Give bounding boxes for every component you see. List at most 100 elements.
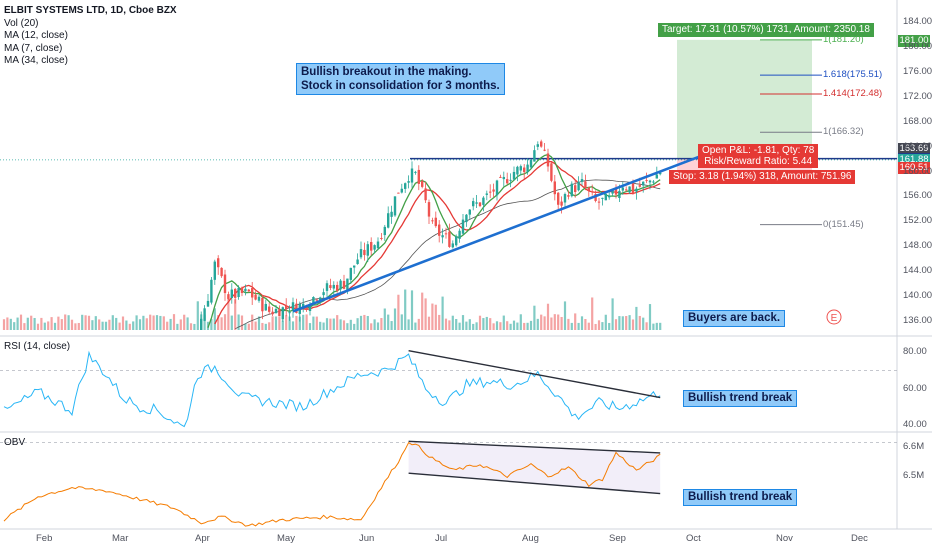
volume-bar xyxy=(536,318,539,330)
volume-bar xyxy=(305,314,308,330)
risk-reward-label: Risk/Reward Ratio: 5.44 xyxy=(704,156,813,167)
volume-bar xyxy=(251,314,254,330)
candle-body xyxy=(424,188,427,201)
volume-bar xyxy=(465,321,468,330)
candle-body xyxy=(427,202,431,217)
volume-bar xyxy=(47,321,50,330)
volume-bar xyxy=(591,297,594,330)
volume-bar xyxy=(43,322,46,330)
obv-break-annotation[interactable]: Bullish trend break xyxy=(683,489,798,506)
candle-body xyxy=(458,230,461,239)
volume-bar xyxy=(431,303,434,330)
legend-ma7[interactable]: MA (7, close) xyxy=(4,42,63,54)
volume-bar xyxy=(363,314,366,330)
target-badge[interactable]: Target: 17.31 (10.57%) 1731, Amount: 235… xyxy=(658,23,874,37)
volume-bar xyxy=(9,318,12,330)
volume-bar xyxy=(597,320,601,330)
volume-bar xyxy=(434,304,437,330)
y-tick-label: 172.00 xyxy=(903,90,932,102)
volume-bar xyxy=(288,316,291,330)
y-tick-label: 156.00 xyxy=(903,190,932,202)
price-axis-tag[interactable]: 160.51 xyxy=(898,162,930,175)
candle-body xyxy=(482,197,485,205)
volume-bar xyxy=(574,313,577,330)
candle-body xyxy=(587,187,590,191)
volume-bar xyxy=(614,319,618,330)
volume-bar xyxy=(23,323,26,330)
volume-bar xyxy=(210,318,213,330)
volume-bar xyxy=(475,322,478,330)
price-axis-tag[interactable]: 181.00 xyxy=(898,35,930,48)
volume-bar xyxy=(499,322,502,330)
candle-body xyxy=(366,244,369,256)
risk-badge[interactable]: Open P&L: -1.81, Qty: 78 Risk/Reward Rat… xyxy=(698,144,819,168)
legend-volume[interactable]: Vol (20) xyxy=(4,17,39,29)
candle-body xyxy=(342,280,346,289)
candle-body xyxy=(322,292,325,296)
volume-bar xyxy=(271,316,274,330)
volume-bar xyxy=(557,314,560,330)
candle-body xyxy=(509,179,512,181)
candle-body xyxy=(376,241,380,249)
volume-bar xyxy=(601,322,604,330)
rsi-pane-label[interactable]: RSI (14, close) xyxy=(4,341,71,352)
candle-body xyxy=(278,309,281,317)
candle-body xyxy=(628,186,631,193)
obv-pane-label[interactable]: OBV xyxy=(4,437,26,448)
legend-ma12[interactable]: MA (12, close) xyxy=(4,30,68,41)
volume-bar xyxy=(621,316,624,330)
ma34-line xyxy=(235,179,661,330)
volume-bar xyxy=(244,323,247,330)
candle-body xyxy=(611,189,614,194)
volume-bar xyxy=(278,317,281,330)
x-tick-label: Dec xyxy=(851,533,868,544)
y-tick-label: 160.00 xyxy=(903,165,932,177)
obv-channel-lower xyxy=(408,472,661,495)
legend-ma34[interactable]: MA (34, close) xyxy=(4,55,68,66)
volume-bar xyxy=(567,318,570,330)
candle-body xyxy=(516,166,519,175)
candle-body xyxy=(295,303,298,313)
volume-bar xyxy=(546,303,550,330)
volume-bar xyxy=(516,322,519,330)
volume-bar xyxy=(492,323,495,330)
breakout-annotation[interactable]: Bullish breakout in the making. Stock in… xyxy=(296,63,505,95)
volume-bar xyxy=(393,308,397,330)
volume-bar xyxy=(213,308,216,330)
candle-body xyxy=(234,288,237,298)
candle-body xyxy=(631,183,635,194)
ma12-line xyxy=(214,160,661,325)
ascending-trendline xyxy=(292,149,715,313)
volume-bar xyxy=(132,321,135,330)
volume-bar xyxy=(19,314,23,330)
candle-body xyxy=(495,180,499,196)
candle-body xyxy=(655,174,658,179)
candle-body xyxy=(502,176,505,180)
candle-body xyxy=(591,191,594,193)
volume-bar xyxy=(152,315,155,330)
candle-body xyxy=(638,185,641,187)
volume-bar xyxy=(523,322,526,330)
candle-body xyxy=(387,213,390,228)
volume-bar xyxy=(332,318,335,330)
x-tick-label: Aug xyxy=(522,533,539,544)
candle-body xyxy=(642,181,645,186)
volume-bar xyxy=(526,322,529,330)
earnings-event-icon[interactable] xyxy=(826,309,842,325)
candle-body xyxy=(329,285,332,289)
x-tick-label: Nov xyxy=(776,533,793,544)
rsi-break-annotation[interactable]: Bullish trend break xyxy=(683,390,798,407)
price-axis-tag[interactable]: 163.69 xyxy=(898,142,930,155)
volume-bar xyxy=(196,301,199,330)
volume-bar xyxy=(145,318,148,330)
buyers-annotation[interactable]: Buyers are back. xyxy=(683,310,786,327)
candle-body xyxy=(247,289,250,292)
candle-body xyxy=(383,226,386,236)
volume-bar xyxy=(217,315,220,330)
fib-level-label: 1(166.32) xyxy=(823,126,864,138)
legend-symbol[interactable]: ELBIT SYSTEMS LTD, 1D, Cboe BZX xyxy=(4,5,177,16)
stop-badge[interactable]: Stop: 3.18 (1.94%) 318, Amount: 751.96 xyxy=(669,170,856,184)
volume-bar xyxy=(149,314,152,330)
volume-bar xyxy=(77,322,80,330)
